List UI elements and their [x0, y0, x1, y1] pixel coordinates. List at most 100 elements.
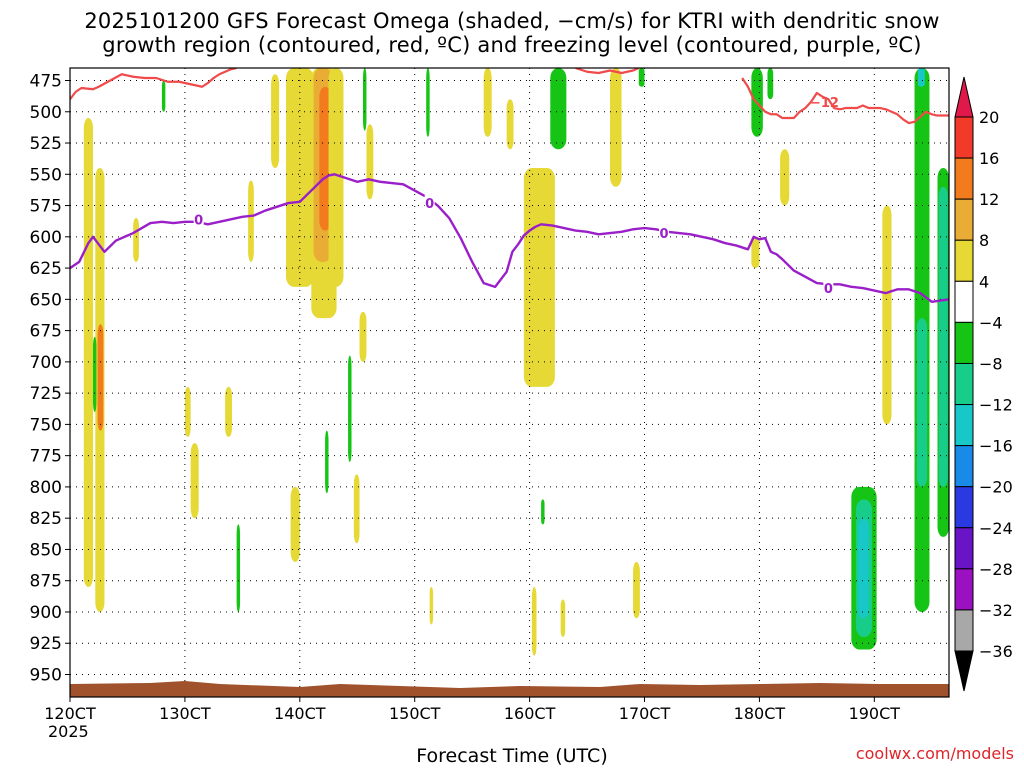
- y-tick-label: 775: [30, 447, 62, 467]
- colorbar-label: 8: [979, 231, 989, 250]
- y-axis: 475 500 525 550 575 600 625 650 675 700 725 750 775 8…: [30, 72, 70, 685]
- y-tick-label: 525: [30, 134, 62, 154]
- omega-region: [348, 355, 352, 462]
- omega-region: [506, 99, 514, 150]
- x-tick-label: 130CT: [159, 704, 211, 723]
- omega-region: [550, 68, 567, 150]
- omega-shading: [83, 68, 949, 656]
- omega-region: [560, 599, 566, 637]
- colorbar-band: [954, 527, 974, 570]
- y-tick-label: 500: [30, 103, 62, 123]
- y-tick-label: 800: [30, 478, 62, 498]
- colorbar-label: −12: [979, 396, 1013, 415]
- plot-frame: [69, 67, 950, 698]
- omega-region: [359, 311, 367, 362]
- omega-region: [248, 180, 254, 262]
- y-tick-label: 725: [30, 384, 62, 404]
- omega-region: [858, 518, 869, 619]
- freezing-label-bg: [424, 195, 435, 210]
- x-tick-label: 140CT: [274, 704, 326, 723]
- chart-title-line1: 2025101200 GFS Forecast Omega (shaded, −…: [84, 9, 940, 33]
- freezing-level-label: 0: [194, 213, 203, 228]
- x-tick-label: 180CT: [734, 704, 786, 723]
- x-tick-label: 160CT: [504, 704, 556, 723]
- omega-region: [780, 149, 790, 206]
- omega-region: [531, 586, 537, 656]
- y-tick-label: 475: [30, 72, 62, 92]
- colorbar-label: −8: [979, 354, 1003, 373]
- colorbar-band: [954, 280, 974, 323]
- omega-region: [325, 430, 329, 494]
- omega-region: [97, 324, 104, 431]
- x-tick-label: 190CT: [849, 704, 901, 723]
- omega-region: [917, 68, 925, 87]
- gridlines: [69, 68, 949, 697]
- omega-region: [767, 68, 774, 100]
- y-tick-label: 750: [30, 415, 62, 435]
- y-tick-label: 900: [30, 603, 62, 623]
- freezing-level-contour: 0 0 0 0: [70, 173, 949, 304]
- colorbar-band: [954, 568, 974, 611]
- colorbar-band: [954, 609, 974, 652]
- omega-region: [751, 236, 760, 269]
- colorbar-band: [954, 116, 974, 159]
- omega-region: [286, 68, 314, 287]
- omega-region: [271, 74, 280, 169]
- dgz-contour-label: −12: [810, 96, 839, 111]
- x-tick-label: 170CT: [619, 704, 671, 723]
- colorbar-label: 20: [979, 108, 999, 127]
- omega-region: [353, 474, 360, 544]
- omega-region: [319, 86, 331, 231]
- x-tick-label: 150CT: [389, 704, 441, 723]
- omega-region: [363, 68, 367, 131]
- freezing-label-bg: [823, 280, 834, 295]
- omega-region: [882, 205, 892, 425]
- ground-terrain: [70, 681, 949, 697]
- dgz-contour-line: [741, 77, 949, 125]
- dgz-contour-line: [575, 68, 640, 75]
- dgz-contour-line: [70, 68, 237, 100]
- x-axis-year-label: 2025: [48, 722, 89, 741]
- freezing-level-label: 0: [660, 227, 669, 242]
- x-tick-label: 120CT: [44, 704, 96, 723]
- credit-link[interactable]: coolwx.com/models: [855, 744, 1014, 763]
- colorbar-legend: 20 16 12 8 4 −4 −8 −12 −16 −20 −24 −28 −32 −36: [954, 76, 1013, 692]
- colorbar-label: −20: [979, 478, 1013, 497]
- colorbar-band: [954, 362, 974, 406]
- y-tick-label: 675: [30, 322, 62, 342]
- colorbar-band: [954, 404, 974, 447]
- colorbar-label: 4: [979, 272, 989, 291]
- colorbar-label: 12: [979, 190, 999, 209]
- colorbar-label: −16: [979, 437, 1013, 456]
- omega-region: [523, 168, 555, 387]
- omega-region: [236, 524, 241, 612]
- y-tick-label: 950: [30, 665, 62, 685]
- colorbar-label: −24: [979, 519, 1013, 538]
- y-tick-label: 875: [30, 572, 62, 592]
- omega-region: [328, 68, 344, 287]
- y-tick-label: 825: [30, 509, 62, 529]
- x-axis: 120CT 130CT 140CT 150CT 160CT 170CT 180CT 190CT: [44, 697, 900, 723]
- omega-region: [225, 386, 233, 437]
- colorbar-label: −4: [979, 313, 1003, 332]
- omega-region: [190, 443, 199, 519]
- omega-region: [541, 499, 545, 525]
- colorbar-label: −28: [979, 560, 1013, 579]
- freezing-label-bg: [659, 225, 670, 240]
- y-tick-label: 650: [30, 290, 62, 310]
- omega-region: [161, 80, 166, 112]
- omega-region: [483, 68, 492, 137]
- ground-strip: [70, 681, 949, 697]
- colorbar-band: [954, 321, 974, 364]
- y-tick-label: 625: [30, 259, 62, 279]
- omega-region: [92, 336, 97, 412]
- colorbar-label: 16: [979, 149, 999, 168]
- y-tick-label: 925: [30, 634, 62, 654]
- chart-title-line2: growth region (contoured, red, ºC) and f…: [102, 33, 922, 57]
- omega-region: [83, 118, 93, 587]
- omega-region: [633, 561, 640, 619]
- dgz-contour: −12: [70, 68, 949, 125]
- omega-region: [610, 68, 622, 187]
- omega-region: [426, 68, 430, 137]
